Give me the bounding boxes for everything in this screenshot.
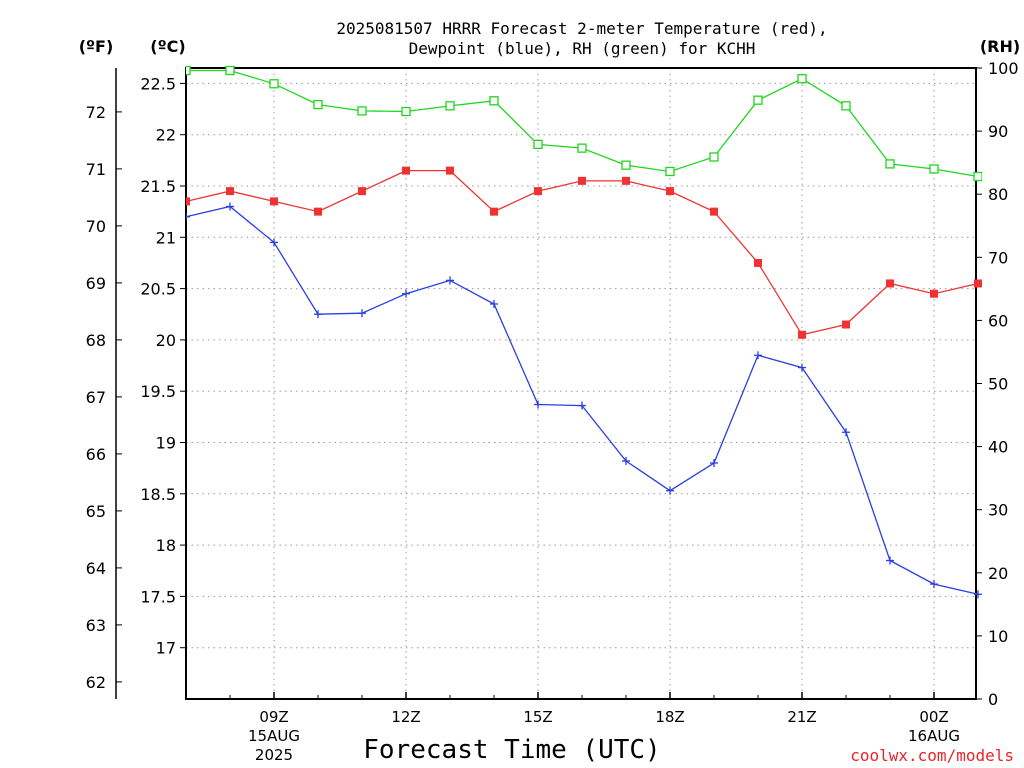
data-point bbox=[358, 187, 366, 196]
chart-title-line1: 2025081507 HRRR Forecast 2-meter Tempera… bbox=[336, 19, 827, 38]
rh-tick-label: 0 bbox=[988, 690, 998, 709]
x-tick-label: 12Z bbox=[391, 708, 420, 726]
rh-tick-label: 20 bbox=[988, 564, 1008, 583]
series-lines bbox=[186, 65, 982, 599]
fahrenheit-tick-label: 64 bbox=[86, 559, 106, 578]
series-line-1 bbox=[186, 205, 979, 595]
data-point bbox=[357, 106, 367, 116]
data-point bbox=[665, 166, 675, 177]
series-line-2 bbox=[186, 69, 979, 178]
fahrenheit-tick-label: 70 bbox=[86, 217, 106, 236]
data-point bbox=[885, 159, 895, 169]
series-0 bbox=[186, 166, 982, 339]
celsius-tick-label: 22.5 bbox=[140, 74, 176, 93]
x-tick-date: 15AUG bbox=[248, 727, 300, 745]
data-point bbox=[798, 330, 806, 339]
data-point bbox=[445, 101, 455, 111]
data-point bbox=[621, 160, 631, 170]
grid-lines bbox=[186, 68, 976, 699]
celsius-tick-label: 21.5 bbox=[140, 177, 176, 196]
data-point bbox=[314, 207, 322, 216]
x-tick-year: 2025 bbox=[255, 746, 293, 764]
data-point bbox=[754, 258, 762, 267]
series-2 bbox=[186, 65, 982, 182]
data-point bbox=[577, 143, 587, 153]
celsius-tick-label: 22 bbox=[156, 126, 176, 145]
celsius-tick-label: 20.5 bbox=[140, 280, 176, 299]
plot-frame bbox=[185, 67, 977, 700]
celsius-tick-label: 18.5 bbox=[140, 485, 176, 504]
data-point bbox=[886, 279, 894, 288]
series-1 bbox=[186, 202, 982, 599]
data-point bbox=[226, 187, 234, 196]
rh-tick-label: 70 bbox=[988, 248, 1008, 267]
rh-tick-label: 30 bbox=[988, 501, 1008, 520]
data-point bbox=[753, 95, 763, 105]
data-point bbox=[186, 197, 190, 206]
celsius-tick-label: 21 bbox=[156, 228, 176, 247]
rh-tick-label: 60 bbox=[988, 311, 1008, 330]
series-line-0 bbox=[186, 169, 979, 336]
data-point bbox=[401, 106, 411, 117]
credit-text: coolwx.com/models bbox=[850, 746, 1014, 765]
celsius-tick-label: 20 bbox=[156, 331, 176, 350]
rh-tick-label: 50 bbox=[988, 375, 1008, 394]
data-point bbox=[797, 74, 807, 84]
chart-title-line2: Dewpoint (blue), RH (green) for KCHH bbox=[409, 39, 756, 58]
data-point bbox=[841, 101, 851, 111]
x-tick-label: 00Z bbox=[919, 708, 948, 726]
rh-tick-label: 80 bbox=[988, 185, 1008, 204]
data-point bbox=[186, 65, 191, 76]
x-tick-label: 09Z bbox=[259, 708, 288, 726]
rh-unit-label: (RH) bbox=[980, 37, 1020, 56]
fahrenheit-tick-label: 68 bbox=[86, 331, 106, 350]
data-point bbox=[578, 176, 586, 185]
rh-tick-label: 90 bbox=[988, 122, 1008, 141]
x-tick-label: 18Z bbox=[655, 708, 684, 726]
axes: 17 17.5 18 18.5 19 19.5 20 20.5 21 21.5 22 22.5 62 63… bbox=[86, 59, 1019, 764]
celsius-tick-label: 19 bbox=[156, 433, 176, 452]
data-point bbox=[490, 207, 498, 216]
data-point bbox=[270, 197, 278, 206]
x-tick-date: 16AUG bbox=[908, 727, 960, 745]
celsius-tick-label: 17.5 bbox=[140, 587, 176, 606]
rh-tick-label: 10 bbox=[988, 627, 1008, 646]
data-point bbox=[930, 289, 938, 298]
data-point bbox=[929, 164, 939, 174]
data-point bbox=[402, 166, 410, 175]
celsius-tick-label: 18 bbox=[156, 536, 176, 555]
data-point bbox=[974, 279, 982, 288]
celsius-tick-label: 19.5 bbox=[140, 382, 176, 401]
data-point bbox=[446, 166, 454, 175]
rh-tick-label: 40 bbox=[988, 438, 1008, 457]
fahrenheit-tick-label: 63 bbox=[86, 616, 106, 635]
fahrenheit-tick-label: 72 bbox=[86, 103, 106, 122]
data-point bbox=[842, 320, 850, 329]
x-tick-label: 15Z bbox=[523, 708, 552, 726]
data-point bbox=[534, 187, 542, 196]
celsius-tick-label: 17 bbox=[156, 639, 176, 658]
data-point bbox=[225, 65, 235, 76]
data-point bbox=[666, 187, 674, 196]
data-point bbox=[973, 171, 982, 182]
fahrenheit-tick-label: 69 bbox=[86, 274, 106, 293]
fahrenheit-tick-label: 67 bbox=[86, 388, 106, 407]
x-axis-label: Forecast Time (UTC) bbox=[363, 735, 660, 765]
celsius-unit-label: (ºC) bbox=[150, 37, 185, 56]
data-point bbox=[269, 79, 279, 89]
data-point bbox=[709, 152, 719, 162]
data-point bbox=[489, 96, 499, 106]
fahrenheit-tick-label: 66 bbox=[86, 445, 106, 464]
x-tick-label: 21Z bbox=[787, 708, 816, 726]
data-point bbox=[622, 176, 630, 185]
rh-tick-label: 100 bbox=[988, 59, 1019, 78]
fahrenheit-tick-label: 71 bbox=[86, 160, 106, 179]
fahrenheit-tick-label: 65 bbox=[86, 502, 106, 521]
fahrenheit-unit-label: (ºF) bbox=[79, 37, 114, 56]
data-point bbox=[313, 99, 323, 110]
data-point bbox=[710, 207, 718, 216]
data-point bbox=[533, 139, 543, 150]
fahrenheit-tick-label: 62 bbox=[86, 673, 106, 692]
